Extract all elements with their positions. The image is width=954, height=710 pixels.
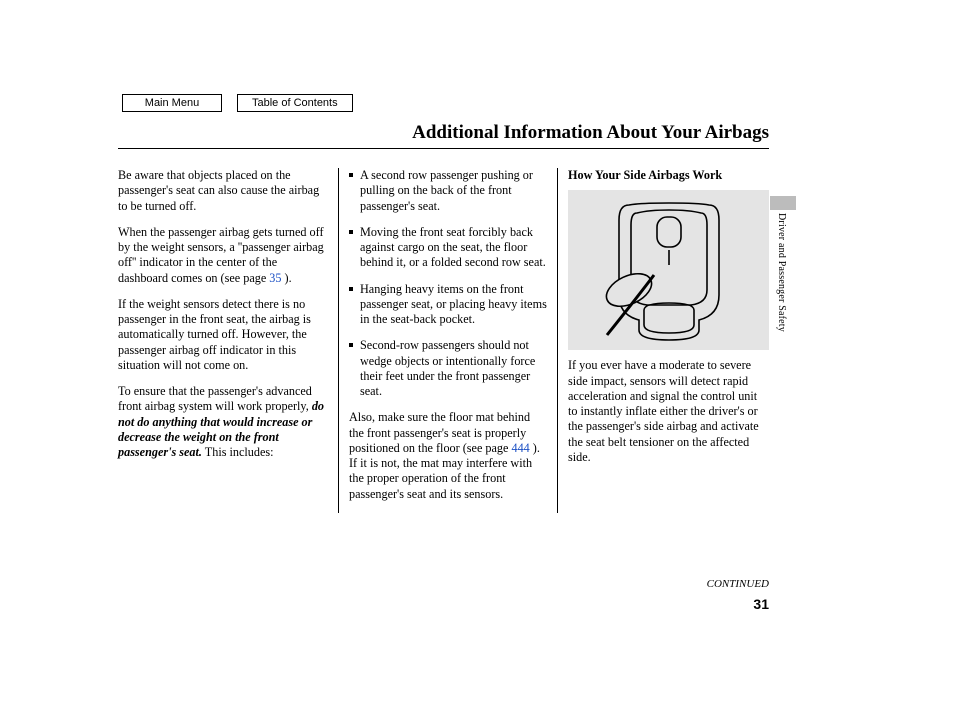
continued-label: CONTINUED xyxy=(707,578,769,590)
list-item: Moving the front seat forcibly back agai… xyxy=(349,225,547,271)
column-2: A second row passenger pushing or pullin… xyxy=(338,168,558,513)
page-title: Additional Information About Your Airbag… xyxy=(412,122,769,144)
paragraph: When the passenger airbag gets turned of… xyxy=(118,225,328,286)
paragraph: If you ever have a moderate to severe si… xyxy=(568,358,769,465)
page-link-444[interactable]: 444 xyxy=(511,441,529,455)
title-rule xyxy=(118,148,769,149)
text: ). xyxy=(281,271,291,285)
seat-diagram xyxy=(568,190,769,350)
page-link-35[interactable]: 35 xyxy=(269,271,281,285)
seat-airbag-icon xyxy=(599,195,739,345)
subheading: How Your Side Airbags Work xyxy=(568,168,769,183)
toc-button[interactable]: Table of Contents xyxy=(237,94,353,112)
nav-button-row: Main Menu Table of Contents xyxy=(122,94,353,112)
column-1: Be aware that objects placed on the pass… xyxy=(118,168,338,513)
list-item: Second-row passengers should not wedge o… xyxy=(349,338,547,399)
text: This includes: xyxy=(202,445,274,459)
text: When the passenger airbag gets turned of… xyxy=(118,225,324,285)
bullet-list: A second row passenger pushing or pullin… xyxy=(349,168,547,399)
page-number: 31 xyxy=(753,596,769,612)
paragraph: If the weight sensors detect there is no… xyxy=(118,297,328,373)
text: To ensure that the passenger's advanced … xyxy=(118,384,312,413)
main-menu-button[interactable]: Main Menu xyxy=(122,94,222,112)
column-3: How Your Side Airbags Work xyxy=(558,168,769,513)
paragraph: To ensure that the passenger's advanced … xyxy=(118,384,328,460)
list-item: Hanging heavy items on the front passeng… xyxy=(349,282,547,328)
text: Also, make sure the floor mat behind the… xyxy=(349,410,530,455)
paragraph: Be aware that objects placed on the pass… xyxy=(118,168,328,214)
list-item: A second row passenger pushing or pullin… xyxy=(349,168,547,214)
content-columns: Be aware that objects placed on the pass… xyxy=(118,168,769,513)
side-tab xyxy=(770,196,796,210)
section-label-vertical: Driver and Passenger Safety xyxy=(776,213,787,332)
paragraph: Also, make sure the floor mat behind the… xyxy=(349,410,547,502)
